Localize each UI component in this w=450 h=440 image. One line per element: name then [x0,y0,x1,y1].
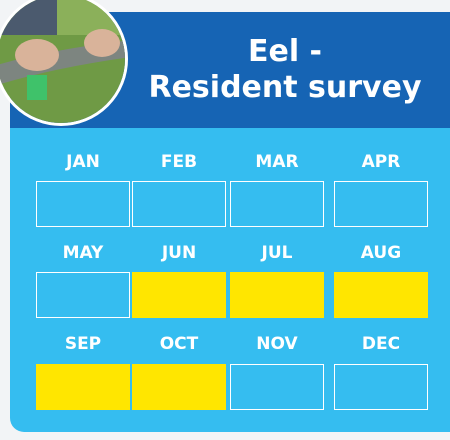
month-label: SEP [64,334,102,354]
photo-image [0,0,125,123]
month-cell-active [36,364,130,410]
month-cell [132,181,226,227]
month-label: APR [361,152,401,172]
month-cell-active [132,272,226,318]
month-cell [36,272,130,318]
month-label: JAN [66,152,100,172]
title-line: Eel - [247,34,323,69]
month-cell-active [132,364,226,410]
month-cell [230,181,324,227]
photo [0,0,128,126]
month-cell [334,364,428,410]
card-title: Eel - Resident survey [140,34,430,106]
month-label: MAR [255,152,299,172]
month-label: FEB [160,152,198,172]
month-cell-active [334,272,428,318]
month-label: AUG [360,243,402,263]
month-label: JUL [261,243,293,263]
month-label: DEC [361,334,401,354]
month-cell [230,364,324,410]
survey-card: Eel - Resident survey [10,12,450,432]
month-cell [36,181,130,227]
title-line: Resident survey [148,70,422,105]
month-cell-active [230,272,324,318]
month-label: NOV [256,334,298,354]
month-label: MAY [62,243,104,263]
month-label: OCT [159,334,199,354]
month-cell [334,181,428,227]
month-label: JUN [161,243,197,263]
